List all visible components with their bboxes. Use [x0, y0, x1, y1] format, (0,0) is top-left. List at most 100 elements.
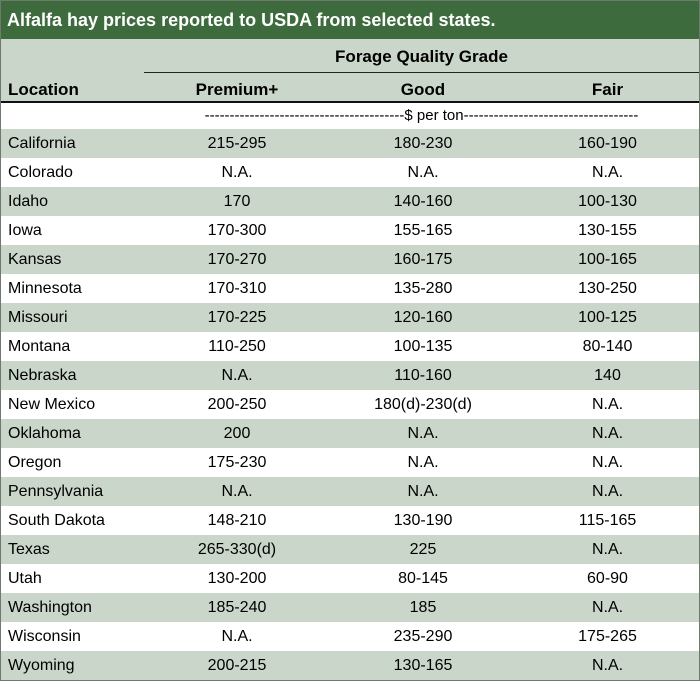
location-cell: Wisconsin: [8, 628, 81, 645]
good-cell: 135-280: [393, 280, 453, 297]
location-cell: Pennsylvania: [8, 483, 104, 500]
table-row: Pennsylvania N.A. N.A. N.A.: [1, 477, 699, 506]
premium-cell: 170-225: [207, 309, 267, 326]
premium-cell: 170-310: [207, 280, 267, 297]
fair-cell: 130-155: [578, 222, 637, 239]
good-cell: 110-160: [394, 367, 452, 384]
fair-cell: N.A.: [591, 396, 624, 413]
good-cell: 130-190: [393, 512, 453, 529]
fair-cell: 160-190: [578, 135, 637, 152]
good-cell: 100-135: [393, 338, 453, 355]
location-cell: South Dakota: [8, 512, 105, 529]
fair-cell: 130-250: [578, 280, 637, 297]
good-cell: N.A.: [407, 483, 439, 500]
good-column-header: Good: [400, 80, 446, 99]
fair-cell: 60-90: [587, 570, 628, 587]
table-row: Utah 130-200 80-145 60-90: [1, 564, 699, 593]
table-row: Missouri 170-225 120-160 100-125: [1, 303, 699, 332]
location-cell: Iowa: [8, 222, 42, 239]
location-cell: Oregon: [8, 454, 62, 471]
location-cell: New Mexico: [8, 396, 96, 413]
location-cell: Oklahoma: [8, 425, 81, 442]
unit-label: ----------------------------------------…: [204, 107, 639, 124]
premium-cell: N.A.: [221, 367, 253, 384]
premium-cell: 110-250: [208, 338, 266, 355]
fair-column-header: Fair: [591, 80, 624, 99]
good-cell: 225: [409, 541, 437, 558]
good-cell: 235-290: [393, 628, 453, 645]
location-cell: Idaho: [8, 193, 49, 210]
header-divider: [1, 101, 699, 103]
premium-cell: 175-230: [207, 454, 267, 471]
fair-cell: 80-140: [582, 338, 633, 355]
fair-cell: 100-125: [578, 309, 637, 326]
premium-cell: 265-330(d): [197, 541, 277, 558]
fair-cell: N.A.: [591, 657, 624, 674]
table-row: Oregon 175-230 N.A. N.A.: [1, 448, 699, 477]
good-cell: N.A.: [407, 425, 439, 442]
premium-cell: N.A.: [221, 483, 253, 500]
good-cell: 120-160: [393, 309, 453, 326]
location-cell: Utah: [8, 570, 42, 587]
fair-cell: N.A.: [591, 454, 624, 471]
location-cell: Montana: [8, 338, 71, 355]
unit-row: ----------------------------------------…: [1, 103, 699, 129]
fair-cell: 100-165: [578, 251, 637, 268]
good-cell: 180-230: [393, 135, 453, 152]
table-row: Idaho 170 140-160 100-130: [1, 187, 699, 216]
table-body: California 215-295 180-230 160-190 Colorado N…: [1, 129, 699, 680]
location-cell: Colorado: [8, 164, 73, 181]
location-cell: Texas: [8, 541, 50, 558]
fair-cell: 140: [594, 367, 621, 384]
fair-cell: N.A.: [591, 599, 624, 616]
table-row: Washington 185-240 185 N.A.: [1, 593, 699, 622]
premium-cell: 200-250: [207, 396, 267, 413]
table-row: Colorado N.A. N.A. N.A.: [1, 158, 699, 187]
premium-cell: 185-240: [207, 599, 267, 616]
table-row: Texas 265-330(d) 225 N.A.: [1, 535, 699, 564]
location-cell: Washington: [8, 599, 92, 616]
premium-cell: 215-295: [207, 135, 267, 152]
location-cell: Missouri: [8, 309, 68, 326]
table-header: Forage Quality Grade Location Premium+ G…: [1, 39, 699, 130]
premium-cell: 170-270: [207, 251, 267, 268]
table-row: Iowa 170-300 155-165 130-155: [1, 216, 699, 245]
table-row: Nebraska N.A. 110-160 140: [1, 361, 699, 390]
good-cell: N.A.: [407, 164, 439, 181]
location-column-header: Location: [8, 80, 79, 99]
location-cell: Wyoming: [8, 657, 75, 674]
location-cell: Kansas: [8, 251, 62, 268]
premium-cell: 130-200: [207, 570, 267, 587]
good-cell: 140-160: [393, 193, 453, 210]
fair-cell: N.A.: [591, 425, 624, 442]
fair-cell: N.A.: [591, 164, 624, 181]
table-row: Montana 110-250 100-135 80-140: [1, 332, 699, 361]
premium-column-header: Premium+: [195, 80, 279, 99]
premium-cell: N.A.: [221, 628, 253, 645]
good-cell: N.A.: [407, 454, 439, 471]
fair-cell: N.A.: [591, 483, 624, 500]
fair-cell: 175-265: [578, 628, 637, 645]
location-cell: Minnesota: [8, 280, 82, 297]
good-cell: 80-145: [398, 570, 448, 587]
grade-divider: [144, 72, 699, 73]
table-row: Wisconsin N.A. 235-290 175-265: [1, 622, 699, 651]
fair-cell: N.A.: [591, 541, 624, 558]
table-row: South Dakota 148-210 130-190 115-165: [1, 506, 699, 535]
table-row: Kansas 170-270 160-175 100-165: [1, 245, 699, 274]
good-cell: 130-165: [393, 657, 453, 674]
table-row: California 215-295 180-230 160-190: [1, 129, 699, 158]
grade-group-label: Forage Quality Grade: [335, 47, 508, 66]
table-row: Oklahoma 200 N.A. N.A.: [1, 419, 699, 448]
location-cell: Nebraska: [8, 367, 77, 384]
premium-cell: 170-300: [207, 222, 267, 239]
premium-cell: 148-210: [207, 512, 267, 529]
location-cell: California: [8, 135, 76, 152]
table-title: Alfalfa hay prices reported to USDA from…: [1, 1, 699, 39]
premium-cell: 200: [223, 425, 251, 442]
premium-cell: 170: [223, 193, 251, 210]
good-cell: 180(d)-230(d): [374, 396, 472, 413]
fair-cell: 100-130: [578, 193, 637, 210]
good-cell: 185: [409, 599, 437, 616]
